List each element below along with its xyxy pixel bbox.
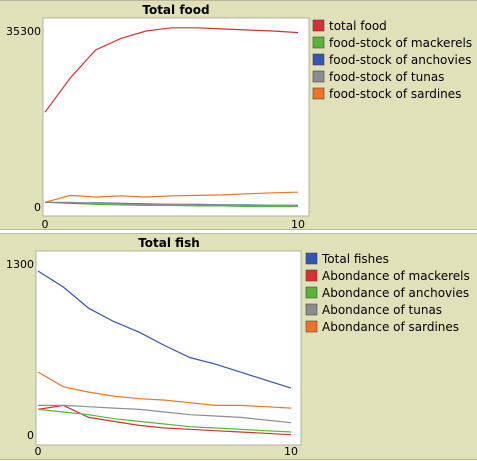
y-min-tick-label: 0 [34,201,41,214]
legend-swatch-total-fishes [305,252,318,265]
legend-label-food-stock-of-anchovies: food-stock of anchovies [329,53,471,67]
total-fish-plot-panel: Total fish 1300 0 0 10 Total fishes Abond… [0,233,477,460]
series-line-abondance-of-sardines [37,371,292,409]
series-line-abondance-of-tunas [38,404,292,424]
legend-label-abondance-of-anchovies: Abondance of anchovies [322,286,469,300]
legend-swatch-total-food [312,19,325,32]
y-min-tick-label: 0 [27,429,34,442]
legend-label-abondance-of-mackerels: Abondance of mackerels [322,269,470,283]
series-line-abondance-of-anchovies [37,408,292,433]
x-max-tick-label: 10 [284,445,298,458]
legend-swatch-abondance-of-anchovies [305,286,318,299]
legend-swatch-food-stock-of-sardines [312,87,325,100]
series-lines [37,270,292,436]
series-line-food-stock-of-tunas [45,201,298,206]
legend-label-abondance-of-sardines: Abondance of sardines [322,320,459,334]
legend-label-total-food: total food [329,19,387,33]
series-lines [44,27,299,208]
x-min-tick-label: 0 [42,218,49,231]
series-line-total-food [44,27,299,113]
total-food-chart: Total food 35300 0 0 10 total food food-s… [6,3,472,231]
legend: Total fishes Abondance of mackerels Abonda… [305,252,470,334]
legend-label-food-stock-of-sardines: food-stock of sardines [329,87,461,101]
chart-title: Total fish [138,236,200,250]
legend-label-abondance-of-tunas: Abondance of tunas [322,303,442,317]
legend-label-food-stock-of-mackerels: food-stock of mackerels [329,36,472,50]
legend-swatch-food-stock-of-tunas [312,70,325,83]
y-max-tick-label: 35300 [6,25,41,38]
x-min-tick-label: 0 [35,445,42,458]
legend-swatch-abondance-of-mackerels [305,269,318,282]
total-food-plot-panel: Total food 35300 0 0 10 total food food-s… [0,0,477,231]
legend-swatch-abondance-of-sardines [305,320,318,333]
y-max-tick-label: 1300 [6,258,34,271]
x-max-tick-label: 10 [291,218,305,231]
legend: total food food-stock of mackerels food-st… [312,19,472,101]
total-fish-chart: Total fish 1300 0 0 10 Total fishes Abond… [6,236,470,458]
legend-swatch-food-stock-of-mackerels [312,36,325,49]
legend-swatch-food-stock-of-anchovies [312,53,325,66]
series-line-total-fishes [37,270,292,389]
plot-area [42,17,310,217]
legend-label-total-fishes: Total fishes [321,252,389,266]
series-line-food-stock-of-mackerels [44,201,298,208]
legend-label-food-stock-of-tunas: food-stock of tunas [329,70,444,84]
series-line-food-stock-of-sardines [44,191,299,203]
legend-swatch-abondance-of-tunas [305,303,318,316]
chart-title: Total food [142,3,209,17]
